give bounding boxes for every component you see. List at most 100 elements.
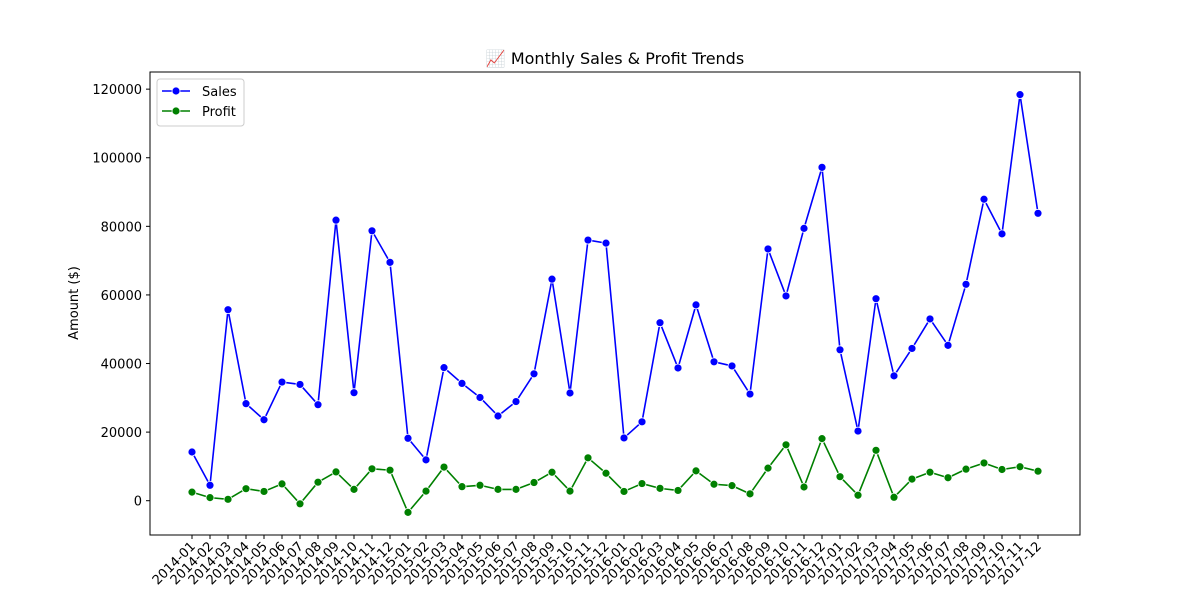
data-point-profit xyxy=(205,493,215,503)
y-tick-label: 20000 xyxy=(101,426,142,441)
legend-label: Sales xyxy=(202,85,237,100)
data-point-sales xyxy=(277,377,287,387)
data-point-profit xyxy=(691,466,701,476)
data-point-profit xyxy=(637,479,647,488)
data-point-sales xyxy=(907,344,917,353)
data-point-sales xyxy=(835,345,845,355)
data-point-sales xyxy=(529,369,539,379)
data-point-sales xyxy=(799,223,809,233)
legend: Sales Profit xyxy=(156,78,245,127)
data-point-sales xyxy=(205,480,215,490)
data-point-profit xyxy=(259,487,269,496)
data-point-sales xyxy=(943,340,953,350)
data-point-sales xyxy=(781,291,791,301)
data-point-sales xyxy=(565,388,575,398)
data-point-profit xyxy=(907,474,917,484)
data-point-sales xyxy=(691,300,701,310)
series-layer xyxy=(187,90,1043,517)
data-point-sales xyxy=(259,415,269,425)
y-axis: 0 20000 40000 60000 80000 100000 120000 xyxy=(92,83,150,510)
legend-marker xyxy=(171,86,181,96)
data-point-sales xyxy=(961,279,971,289)
data-point-profit xyxy=(457,482,467,492)
data-point-sales xyxy=(655,318,665,328)
data-point-sales xyxy=(763,244,773,254)
data-point-sales xyxy=(421,455,431,465)
data-point-profit xyxy=(799,482,809,492)
data-point-profit xyxy=(781,440,791,450)
x-axis: 2014-012014-022014-032014-042014-052014-… xyxy=(150,535,1045,588)
y-tick-label: 120000 xyxy=(92,83,142,98)
data-point-profit xyxy=(853,490,863,500)
data-point-profit xyxy=(439,462,449,472)
data-point-profit xyxy=(565,486,575,496)
data-point-profit xyxy=(817,434,827,444)
data-point-sales xyxy=(871,294,881,304)
data-point-sales xyxy=(583,235,593,245)
data-point-profit xyxy=(745,489,755,499)
data-point-profit xyxy=(277,479,287,489)
chart-title: 📈 Monthly Sales & Profit Trends xyxy=(486,49,744,68)
data-point-profit xyxy=(871,445,881,455)
data-point-profit xyxy=(763,463,773,473)
data-point-sales xyxy=(817,162,827,172)
data-point-profit xyxy=(583,453,593,463)
data-point-sales xyxy=(223,305,233,315)
data-point-sales xyxy=(493,411,503,421)
data-point-profit xyxy=(619,487,629,496)
y-tick-label: 0 xyxy=(134,495,142,510)
y-tick-label: 60000 xyxy=(101,289,142,304)
data-point-sales xyxy=(295,380,305,389)
data-point-profit xyxy=(601,468,611,478)
data-point-profit xyxy=(385,465,395,475)
data-point-profit xyxy=(709,479,719,489)
data-point-sales xyxy=(349,388,359,398)
plot-frame xyxy=(149,71,1081,536)
data-point-profit xyxy=(223,494,233,504)
data-point-profit xyxy=(331,467,341,477)
data-point-sales xyxy=(889,371,899,381)
data-point-profit xyxy=(979,458,989,468)
data-point-profit xyxy=(655,483,665,493)
data-point-profit xyxy=(187,487,197,497)
data-point-profit xyxy=(421,486,431,496)
legend-item-profit: Profit xyxy=(162,105,236,120)
data-point-sales xyxy=(709,357,719,367)
data-point-profit xyxy=(349,484,359,494)
data-point-profit xyxy=(835,472,845,482)
data-point-sales xyxy=(313,400,323,410)
data-point-profit xyxy=(403,507,413,517)
data-point-profit xyxy=(889,492,899,502)
data-point-sales xyxy=(979,194,989,204)
data-point-sales xyxy=(511,397,521,406)
data-point-sales xyxy=(997,229,1007,239)
data-point-sales xyxy=(727,361,737,371)
data-point-profit xyxy=(727,481,737,491)
data-point-sales xyxy=(439,363,449,373)
data-point-profit xyxy=(1015,462,1025,472)
data-point-sales xyxy=(925,314,935,324)
data-point-profit xyxy=(313,477,323,487)
data-point-profit xyxy=(925,467,935,477)
data-point-sales xyxy=(1015,90,1025,100)
data-point-sales xyxy=(187,447,197,457)
legend-label: Profit xyxy=(202,105,236,120)
data-point-profit xyxy=(241,484,251,494)
data-point-sales xyxy=(475,393,485,402)
y-tick-label: 40000 xyxy=(101,358,142,373)
data-point-sales xyxy=(385,257,395,267)
legend-marker xyxy=(171,106,181,116)
data-point-profit xyxy=(367,464,377,474)
data-point-profit xyxy=(295,499,305,509)
data-point-profit xyxy=(475,480,485,490)
y-tick-label: 100000 xyxy=(92,152,142,167)
data-point-sales xyxy=(367,226,377,236)
series-profit xyxy=(187,434,1043,517)
data-point-profit xyxy=(1033,466,1043,476)
y-tick-label: 80000 xyxy=(101,220,142,235)
data-point-sales xyxy=(457,379,467,388)
data-point-profit xyxy=(511,484,521,494)
data-point-profit xyxy=(547,467,557,477)
data-point-sales xyxy=(1033,208,1043,218)
